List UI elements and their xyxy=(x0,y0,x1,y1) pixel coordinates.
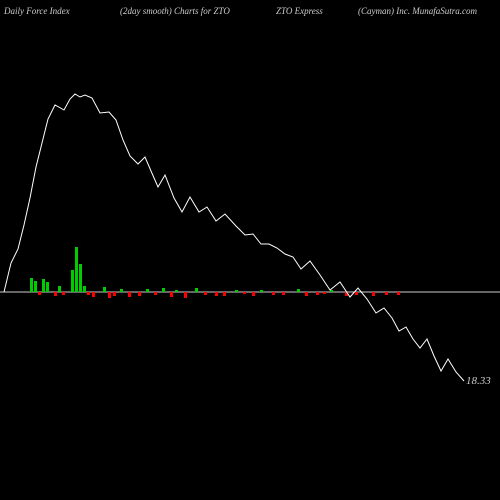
chart-header: Daily Force Index (2day smooth) Charts f… xyxy=(0,6,500,20)
header-smooth: (2day smooth) Charts for ZTO xyxy=(120,6,230,16)
header-indicator: Daily Force Index xyxy=(4,6,70,16)
header-ticker: ZTO Express xyxy=(276,6,323,16)
final-value-label: 18.33 xyxy=(466,375,491,387)
header-company: (Cayman) Inc. MunafaSutra.com xyxy=(358,6,477,16)
force-index-chart xyxy=(0,22,500,500)
